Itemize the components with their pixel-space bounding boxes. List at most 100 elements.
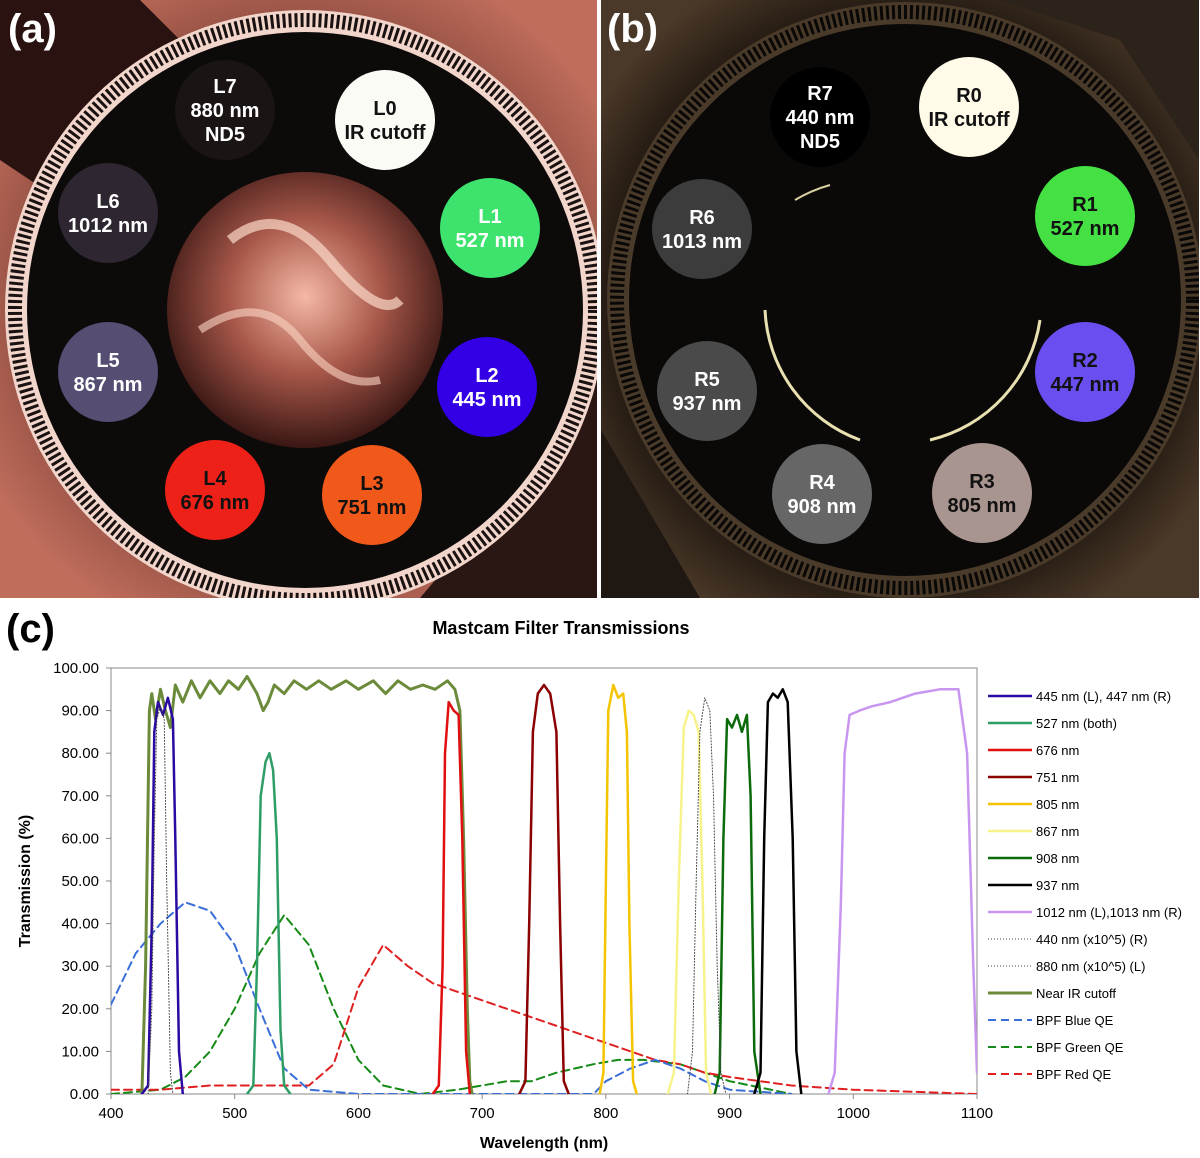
series-line-4 <box>598 683 639 1094</box>
panel-c-label: (c) <box>6 607 55 651</box>
panel-a-filter-l4 <box>165 440 265 540</box>
series-line-6 <box>713 713 762 1094</box>
legend-entry: 751 nm <box>1036 770 1079 785</box>
transmission-chart: Mastcam Filter Transmissions 0.00 10.00 20… <box>17 618 1182 1152</box>
panel-a-filter-l7-label: ND5 <box>205 124 245 146</box>
panel-b-mount-corner <box>1000 0 1199 160</box>
panel-a-filter-l0-label: L0 <box>373 98 396 120</box>
panel-a-filter-l5 <box>58 322 158 422</box>
x-tick-label: 800 <box>593 1105 618 1122</box>
panel-a-filter-l4-label: 676 nm <box>181 492 250 514</box>
panel-b-filter-r0-label: IR cutoff <box>928 109 1009 131</box>
x-axis-ticks: 400 500 600 700 800 900 1000 1100 <box>98 1094 993 1122</box>
y-tick-label: 60.00 <box>61 830 99 847</box>
series-line-7 <box>753 688 803 1094</box>
series-line-12 <box>111 901 793 1094</box>
series-line-10 <box>687 697 727 1094</box>
panel-a-filter-l0-label: IR cutoff <box>344 122 425 144</box>
y-tick-label: 50.00 <box>61 873 99 890</box>
panel-a-filter-l6-label: L6 <box>96 191 119 213</box>
panel-b-mount-corner <box>601 430 700 598</box>
legend-entry: 527 nm (both) <box>1036 716 1117 731</box>
panel-b-filter-r5-label: 937 nm <box>673 393 742 415</box>
panel-a-filter-l7-label: 880 nm <box>191 100 260 122</box>
panel-b-rim-glint <box>763 309 861 442</box>
series-line-5 <box>666 709 713 1094</box>
panel-a-mount-corner <box>420 300 597 598</box>
panel-a-filter-l1-label: 527 nm <box>456 230 525 252</box>
panel-b-filter-r5-label: R5 <box>694 369 720 391</box>
x-tick-label: 700 <box>470 1105 495 1122</box>
panel-a-filter-l6 <box>58 163 158 263</box>
panel-a-filter-l4-label: L4 <box>203 468 227 490</box>
panel-b-filter-r1 <box>1035 166 1135 266</box>
legend-entry: 880 nm (x10^5) (L) <box>1036 959 1145 974</box>
panel-a-filter-l2 <box>437 337 537 437</box>
chart-legend: 445 nm (L), 447 nm (R) 527 nm (both) 676 n… <box>988 689 1182 1082</box>
panel-a-center-aperture <box>167 172 443 448</box>
legend-entry: 908 nm <box>1036 851 1079 866</box>
y-axis-label: Transmission (%) <box>17 815 34 947</box>
panel-b-filter-r7-label: R7 <box>807 83 833 105</box>
y-tick-label: 80.00 <box>61 745 99 762</box>
panel-a-filter-l2-label: 445 nm <box>453 389 522 411</box>
panel-a-reflection <box>197 308 381 386</box>
legend-entry: 445 nm (L), 447 nm (R) <box>1036 689 1171 704</box>
panel-b-filter-r7-label: ND5 <box>800 131 840 153</box>
panel-b-filter-r4 <box>772 444 872 544</box>
x-tick-label: 500 <box>222 1105 247 1122</box>
series-line-9 <box>147 705 174 1094</box>
panel-b-filter-r0 <box>919 57 1019 157</box>
legend-entry: 1012 nm (L),1013 nm (R) <box>1036 905 1182 920</box>
panel-b-rim-glint <box>929 319 1042 442</box>
panel-a-filter-l3 <box>322 445 422 545</box>
panel-b-filter-r2-label: 447 nm <box>1051 374 1120 396</box>
series-line-3 <box>518 683 570 1094</box>
panel-b-gear-teeth <box>610 5 1199 595</box>
y-tick-label: 20.00 <box>61 1001 99 1018</box>
panel-b-filter-r3-label: 805 nm <box>948 495 1017 517</box>
panel-b-filter-r6 <box>652 179 752 279</box>
legend-entry: 440 nm (x10^5) (R) <box>1036 932 1148 947</box>
panel-b-filter-r5 <box>657 341 757 441</box>
legend-entry: 867 nm <box>1036 824 1079 839</box>
series-line-13 <box>111 914 793 1094</box>
x-axis-label: Wavelength (nm) <box>480 1135 608 1152</box>
y-tick-label: 100.00 <box>53 660 99 677</box>
panel-b-filter-wheel <box>629 24 1181 576</box>
panel-b-filter-r3-label: R3 <box>969 471 995 493</box>
panel-a-filter-l3-label: L3 <box>360 473 383 495</box>
panel-b-filter-r2-label: R2 <box>1072 350 1098 372</box>
y-axis-ticks: 0.00 10.00 20.00 30.00 40.00 50.00 60.00 70.00 8… <box>53 660 111 1103</box>
legend-entry: BPF Red QE <box>1036 1067 1111 1082</box>
panel-a-filter-l2-label: L2 <box>475 365 498 387</box>
legend-entry: 937 nm <box>1036 878 1079 893</box>
panel-b-filter-r7 <box>770 67 870 167</box>
panel-b-label: (b) <box>607 7 658 51</box>
x-tick-label: 900 <box>717 1105 742 1122</box>
legend-entry: Near IR cutoff <box>1036 986 1116 1001</box>
panel-b-filter-r1-label: R1 <box>1072 194 1098 216</box>
panel-a-filter-l7-label: L7 <box>213 76 236 98</box>
panel-a-filter-l5-label: L5 <box>96 350 119 372</box>
y-tick-label: 0.00 <box>70 1086 99 1103</box>
y-tick-label: 30.00 <box>61 958 99 975</box>
panel-a-filter-l1-label: L1 <box>478 206 501 228</box>
series-line-8 <box>827 688 977 1094</box>
series-line-14 <box>111 943 977 1094</box>
panel-a-filter-l3-label: 751 nm <box>338 497 407 519</box>
y-tick-label: 40.00 <box>61 916 99 933</box>
panel-a-filter-l0 <box>335 70 435 170</box>
series-line-11 <box>140 675 474 1094</box>
x-tick-label: 400 <box>98 1105 123 1122</box>
panel-b-filter-r1-label: 527 nm <box>1051 218 1120 240</box>
panel-a-reflection <box>226 219 404 310</box>
panel-b-filter-r6-label: 1013 nm <box>662 231 742 253</box>
series-layer <box>111 675 977 1094</box>
panel-a-gear-teeth <box>8 13 597 598</box>
panel-b-filter-r7-label: 440 nm <box>786 107 855 129</box>
